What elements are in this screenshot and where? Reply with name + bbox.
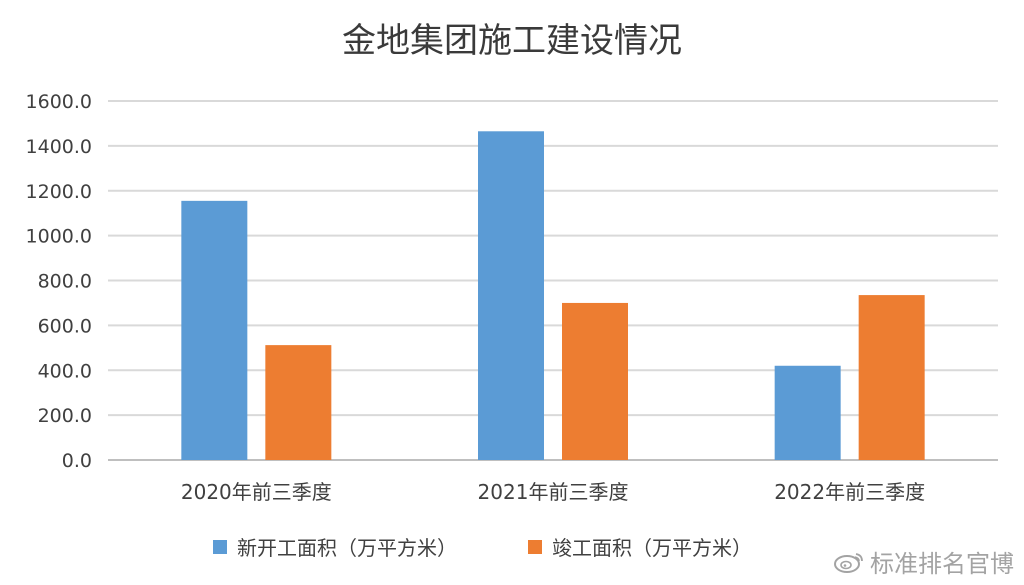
y-tick-label: 200.0 [38,405,92,427]
watermark: 标准排名官博 [834,544,1014,579]
y-tick-label: 1400.0 [26,136,92,158]
y-tick-label: 600.0 [38,315,92,337]
legend-swatch [213,540,227,554]
bar-completed-1 [562,302,628,460]
y-tick-label: 800.0 [38,271,92,293]
y-tick-label: 1200.0 [26,181,92,203]
y-tick-label: 1000.0 [26,226,92,248]
weibo-logo-icon [834,552,863,573]
x-category-label: 2021年前三季度 [478,480,629,504]
legend-label: 新开工面积（万平方米） [237,536,457,560]
bar-new-start-1 [478,131,544,460]
bar-completed-2 [858,295,925,460]
watermark-text: 标准排名官博 [870,550,1014,578]
bars [181,131,925,461]
y-tick-label: 400.0 [38,360,92,382]
legend: 新开工面积（万平方米） 竣工面积（万平方米） [213,536,752,560]
y-tick-label: 0.0 [62,450,92,472]
legend-swatch [528,540,542,554]
grid-lines [108,100,998,461]
x-category-label: 2022年前三季度 [774,480,925,504]
y-tick-label: 1600.0 [26,91,92,113]
bar-completed-0 [265,345,332,460]
x-axis-categories: 2020年前三季度 2021年前三季度 2022年前三季度 [181,480,925,504]
legend-label: 竣工面积（万平方米） [552,536,752,560]
bar-new-start-2 [774,365,841,460]
bar-new-start-0 [181,200,248,461]
x-category-label: 2020年前三季度 [181,480,332,504]
chart-title: 金地集团施工建设情况 [342,21,682,61]
y-axis-ticks: 0.0 200.0 400.0 600.0 800.0 1000.0 1200.0 1400.… [26,91,92,472]
